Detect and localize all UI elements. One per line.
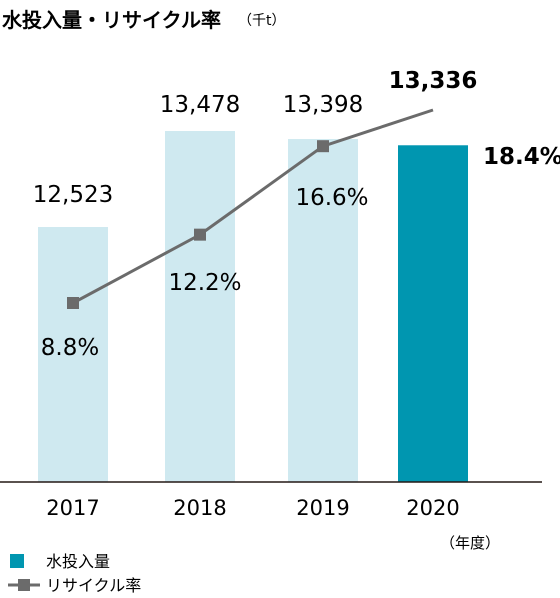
bar-label-2018: 13,478 <box>160 92 240 118</box>
chart-unit: （千t） <box>238 13 286 29</box>
legend-label-recycle: リサイクル率 <box>46 576 141 595</box>
bar-2017 <box>38 227 108 482</box>
x-tick-2017: 2017 <box>46 496 99 520</box>
chart-title: 水投入量・リサイクル率 <box>2 8 221 32</box>
bar-label-2017: 12,523 <box>33 182 113 208</box>
bar-2018 <box>165 131 235 482</box>
recycle-label-2020: 18.4% <box>483 144 560 170</box>
recycle-label-2018: 12.2% <box>168 270 241 296</box>
legend-swatch-water <box>10 554 24 568</box>
x-axis-unit: （年度） <box>440 534 500 552</box>
recycle-marker-2019 <box>317 140 329 153</box>
legend-marker-recycle <box>18 579 30 591</box>
recycle-label-2019: 16.6% <box>295 185 368 211</box>
x-tick-2020: 2020 <box>406 496 459 520</box>
x-tick-2019: 2019 <box>296 496 349 520</box>
legend-label-water: 水投入量 <box>46 552 110 571</box>
recycle-label-2017: 8.8% <box>41 335 99 361</box>
recycle-rate-line <box>72 108 434 305</box>
bar-label-2019: 13,398 <box>283 92 363 118</box>
recycle-marker-2017 <box>67 297 79 309</box>
bar-2019 <box>288 139 358 483</box>
bar-label-2020: 13,336 <box>389 68 478 94</box>
bar-2020 <box>398 145 468 482</box>
x-tick-2018: 2018 <box>173 496 226 520</box>
recycle-marker-2018 <box>194 228 206 241</box>
